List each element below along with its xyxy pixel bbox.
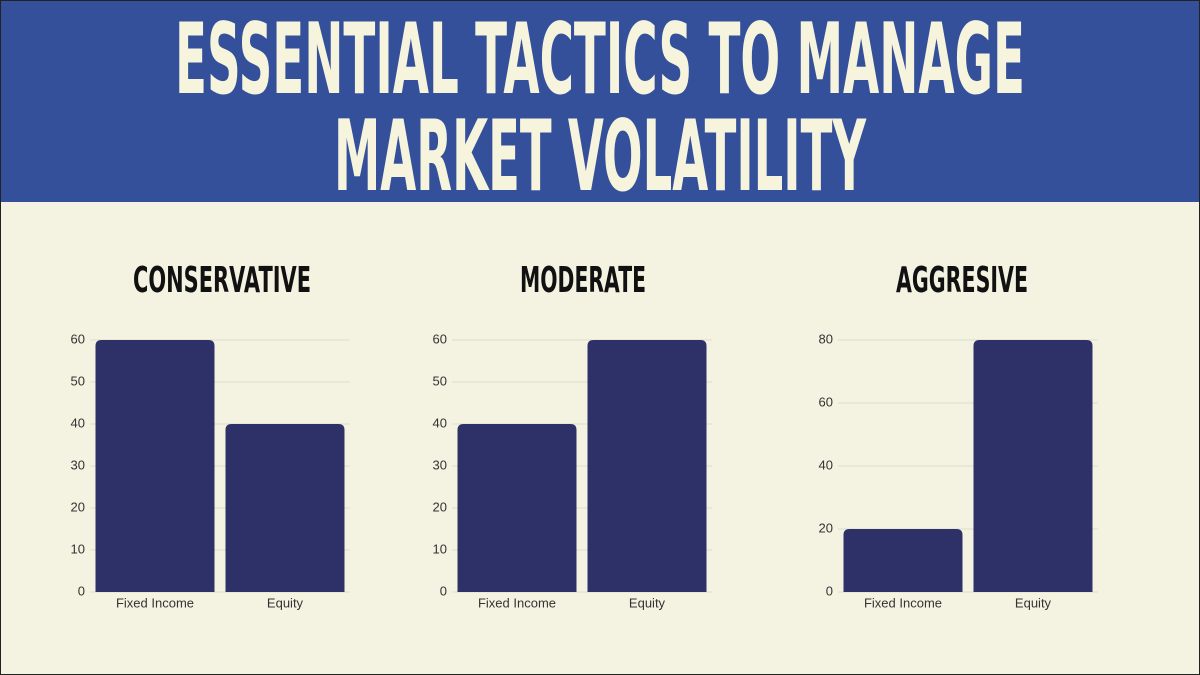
chart-title: AGGRESIVE bbox=[896, 260, 1028, 301]
y-tick-label: 0 bbox=[78, 583, 85, 598]
y-tick-label: 40 bbox=[71, 415, 85, 430]
y-tick-label: 10 bbox=[433, 541, 447, 556]
x-tick-label: Fixed Income bbox=[864, 595, 942, 610]
y-tick-label: 10 bbox=[71, 541, 85, 556]
header-band bbox=[1, 1, 1199, 202]
y-tick-label: 50 bbox=[71, 373, 85, 388]
bar bbox=[973, 340, 1093, 592]
y-tick-label: 0 bbox=[826, 583, 833, 598]
title-line: MARKET VOLATILITY bbox=[334, 100, 866, 214]
y-tick-label: 40 bbox=[819, 457, 833, 472]
y-tick-label: 30 bbox=[433, 457, 447, 472]
y-tick-label: 60 bbox=[71, 331, 85, 346]
y-tick-label: 20 bbox=[433, 499, 447, 514]
x-tick-label: Fixed Income bbox=[116, 595, 194, 610]
title-line: ESSENTIAL TACTICS TO MANAGE bbox=[175, 3, 1025, 117]
x-tick-label: Equity bbox=[629, 595, 666, 610]
bar bbox=[225, 424, 345, 592]
y-tick-label: 60 bbox=[433, 331, 447, 346]
chart-title: CONSERVATIVE bbox=[133, 260, 311, 301]
y-tick-label: 40 bbox=[433, 415, 447, 430]
bar bbox=[457, 424, 577, 592]
bar bbox=[843, 529, 963, 592]
y-tick-label: 60 bbox=[819, 394, 833, 409]
y-tick-label: 20 bbox=[71, 499, 85, 514]
chart-title: MODERATE bbox=[520, 260, 646, 301]
x-tick-label: Equity bbox=[267, 595, 304, 610]
bar bbox=[95, 340, 215, 592]
bar bbox=[587, 340, 707, 592]
x-tick-label: Fixed Income bbox=[478, 595, 556, 610]
y-tick-label: 0 bbox=[440, 583, 447, 598]
y-tick-label: 20 bbox=[819, 520, 833, 535]
y-tick-label: 80 bbox=[819, 331, 833, 346]
x-tick-label: Equity bbox=[1015, 595, 1052, 610]
y-tick-label: 50 bbox=[433, 373, 447, 388]
y-tick-label: 30 bbox=[71, 457, 85, 472]
